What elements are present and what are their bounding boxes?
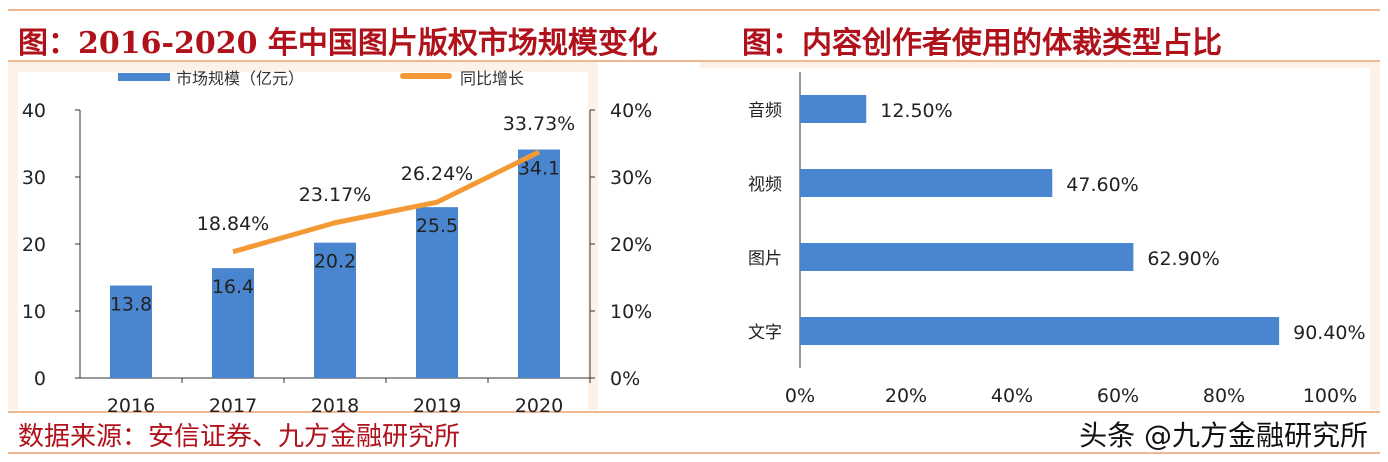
y-tick-label: 10 xyxy=(22,301,46,323)
right-x-tick-label: 60% xyxy=(1097,385,1139,407)
top-rule xyxy=(8,9,1380,11)
right-x-tick-label: 20% xyxy=(885,385,927,407)
y-tick-label: 30 xyxy=(22,167,46,189)
hbar-label: 47.60% xyxy=(1066,174,1138,196)
source-note: 数据来源：安信证券、九方金融研究所 xyxy=(18,422,461,452)
line-label: 23.17% xyxy=(299,184,371,206)
y2-tick-label: 10% xyxy=(610,301,652,323)
x-tick-label: 2016 xyxy=(107,395,155,417)
y-tick-label: 20 xyxy=(22,234,46,256)
y2-tick-label: 40% xyxy=(610,100,652,122)
hbar-图片 xyxy=(800,243,1134,271)
line-label: 33.73% xyxy=(503,113,575,135)
right-x-tick-label: 100% xyxy=(1303,385,1357,407)
right-x-tick-label: 40% xyxy=(991,385,1033,407)
bar-label: 20.2 xyxy=(314,251,356,273)
y-tick-label: 40 xyxy=(22,100,46,122)
hbar-label: 62.90% xyxy=(1147,248,1219,270)
bar-2019 xyxy=(416,207,458,378)
right-x-tick-label: 0% xyxy=(785,385,815,407)
y2-tick-label: 20% xyxy=(610,234,652,256)
y2-tick-label: 0% xyxy=(610,368,640,390)
x-tick-label: 2017 xyxy=(209,395,257,417)
hbar-label: 12.50% xyxy=(880,100,952,122)
bar-label: 34.1 xyxy=(518,158,560,180)
right-category-label: 图片 xyxy=(748,249,782,269)
bar-2018 xyxy=(314,242,356,378)
bar-label: 13.8 xyxy=(110,294,152,316)
right-panel xyxy=(700,62,1380,410)
left-chart-title: 图：2016-2020 年中国图片版权市场规模变化 xyxy=(18,26,658,61)
hbar-音频 xyxy=(800,95,867,123)
x-tick-label: 2019 xyxy=(413,395,461,417)
x-tick-label: 2020 xyxy=(515,395,563,417)
line-label: 18.84% xyxy=(197,213,269,235)
line-label: 26.24% xyxy=(401,163,473,185)
hbar-文字 xyxy=(800,317,1280,345)
hbar-label: 90.40% xyxy=(1293,322,1365,344)
footer-rule xyxy=(8,411,1380,413)
legend-bar-swatch xyxy=(118,73,170,81)
legend-bar-label: 市场规模（亿元） xyxy=(176,69,304,88)
hbar-视频 xyxy=(800,169,1053,197)
right-category-label: 音频 xyxy=(748,101,782,121)
bar-2017 xyxy=(212,268,254,378)
bar-2016 xyxy=(110,285,152,378)
bar-label: 25.5 xyxy=(416,215,458,237)
y-tick-label: 0 xyxy=(34,368,46,390)
growth-line xyxy=(232,149,541,255)
legend-line-swatch xyxy=(400,73,452,79)
bar-label: 16.4 xyxy=(212,276,254,298)
y2-tick-label: 30% xyxy=(610,167,652,189)
title-rule xyxy=(8,60,1380,62)
bottom-rule xyxy=(8,452,1380,454)
watermark: 头条 @九方金融研究所 xyxy=(1079,419,1368,452)
right-category-label: 视频 xyxy=(748,175,782,195)
bar-2020 xyxy=(518,149,560,378)
x-tick-label: 2018 xyxy=(311,395,359,417)
right-chart-title: 图：内容创作者使用的体裁类型占比 xyxy=(742,26,1222,61)
legend-line-label: 同比增长 xyxy=(460,69,524,88)
right-x-tick-label: 80% xyxy=(1203,385,1245,407)
right-category-label: 文字 xyxy=(748,323,782,343)
